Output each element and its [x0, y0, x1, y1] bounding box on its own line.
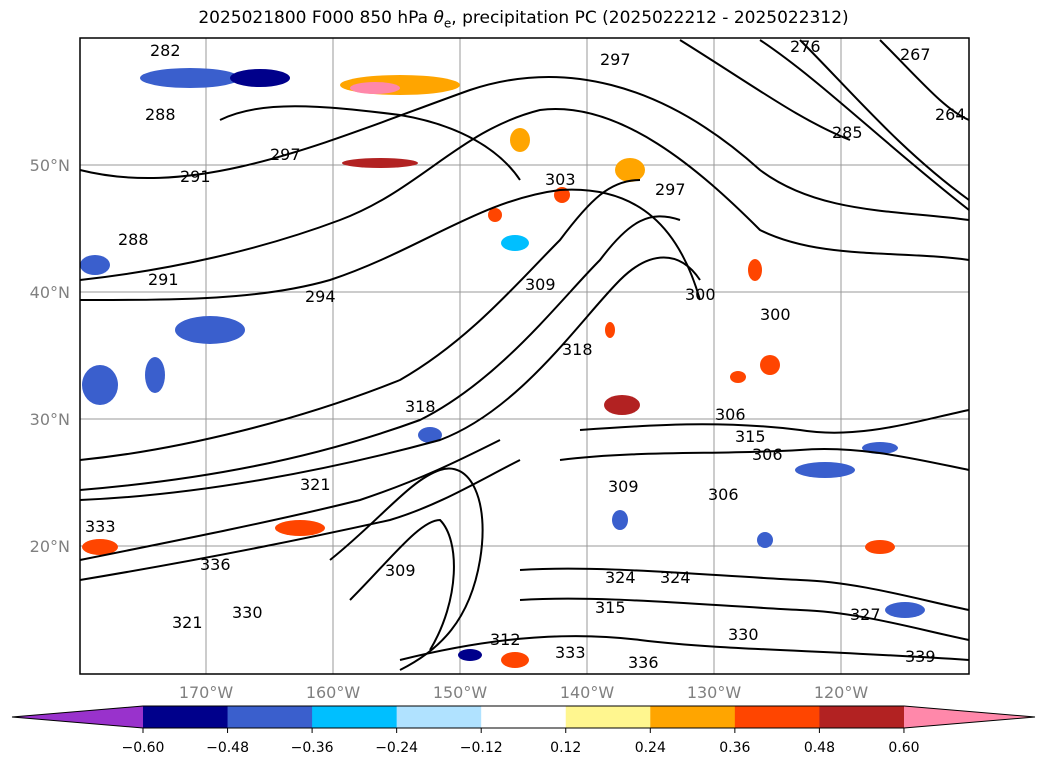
lat-label: 30°N [30, 410, 70, 429]
lat-label: 50°N [30, 156, 70, 175]
colorbar-extend-right [904, 706, 1035, 728]
contour-label: 309 [525, 275, 556, 294]
contour-label: 288 [118, 230, 149, 249]
colorbar-tick-label: 0.60 [888, 740, 919, 756]
lon-label: 160°W [306, 683, 361, 702]
contour-label: 291 [180, 167, 211, 186]
contour-label: 321 [172, 613, 203, 632]
contour-label: 297 [600, 50, 631, 69]
lon-label: 130°W [687, 683, 742, 702]
colorbar-tick-label: 0.24 [635, 740, 666, 756]
contour-label: 264 [935, 105, 966, 124]
contour-label: 306 [752, 445, 783, 464]
theta-e-contours [79, 39, 970, 671]
colorbar-cell [143, 706, 229, 728]
contour-label: 315 [735, 427, 766, 446]
colorbar-cell [396, 706, 482, 728]
contour-label: 333 [555, 643, 586, 662]
contour-label: 336 [628, 653, 659, 672]
precip-shading [80, 68, 925, 668]
colorbar-tick-label: 0.48 [804, 740, 835, 756]
contour-label: 324 [605, 568, 636, 587]
contour-label: 312 [490, 630, 521, 649]
map-title: 2025021800 F000 850 hPa θe, precipitatio… [198, 8, 849, 31]
contour-label: 297 [270, 145, 301, 164]
colorbar-cell [481, 706, 567, 728]
contour-label: 315 [595, 598, 626, 617]
contour-label: 300 [685, 285, 716, 304]
lon-label: 140°W [560, 683, 615, 702]
contour-label: 318 [405, 397, 436, 416]
contour-label: 285 [832, 123, 863, 142]
colorbar: −0.60 −0.48 −0.36 −0.24 −0.12 0.12 0.24 0.36 0.4… [11, 705, 1036, 756]
contour-labels: 282 276 267 264 285 288 297 291 288 291 … [85, 37, 966, 672]
contour-label: 309 [608, 477, 639, 496]
lon-label: 120°W [814, 683, 869, 702]
latitude-labels: 50°N 40°N 30°N 20°N [30, 156, 70, 556]
map-border [79, 37, 970, 675]
contour-label: 330 [728, 625, 759, 644]
colorbar-cell [565, 706, 651, 728]
contour-label: 327 [850, 605, 881, 624]
lon-label: 150°W [433, 683, 488, 702]
contour-label: 291 [148, 270, 179, 289]
longitude-labels: 170°W 160°W 150°W 140°W 130°W 120°W [179, 683, 869, 702]
colorbar-cell [312, 706, 398, 728]
colorbar-extend-left [12, 706, 143, 728]
contour-label: 306 [708, 485, 739, 504]
contour-label: 306 [715, 405, 746, 424]
lat-label: 20°N [30, 537, 70, 556]
contour-label: 300 [760, 305, 791, 324]
colorbar-cell [819, 706, 905, 728]
colorbar-tick-label: −0.12 [460, 740, 503, 756]
colorbar-tick-label: −0.48 [206, 740, 249, 756]
contour-label: 336 [200, 555, 231, 574]
contour-label: 309 [385, 561, 416, 580]
colorbar-cell [227, 706, 313, 728]
contour-label: 276 [790, 37, 821, 56]
contour-label: 339 [905, 647, 936, 666]
graticule [80, 38, 969, 674]
colorbar-cell [734, 706, 820, 728]
contour-label: 282 [150, 41, 181, 60]
colorbar-tick-label: −0.36 [291, 740, 334, 756]
colorbar-tick-label: −0.60 [122, 740, 165, 756]
contour-label: 330 [232, 603, 263, 622]
contour-label: 297 [655, 180, 686, 199]
contour-label: 294 [305, 287, 336, 306]
contour-label: 324 [660, 568, 691, 587]
contour-label: 288 [145, 105, 176, 124]
contour-label: 321 [300, 475, 331, 494]
lon-label: 170°W [179, 683, 234, 702]
colorbar-tick-label: −0.24 [375, 740, 418, 756]
colorbar-tick-label: 0.12 [550, 740, 581, 756]
colorbar-tick-label: 0.36 [719, 740, 750, 756]
contour-label: 303 [545, 170, 576, 189]
contour-label: 267 [900, 45, 931, 64]
lat-label: 40°N [30, 283, 70, 302]
contour-label: 333 [85, 517, 116, 536]
contour-label: 318 [562, 340, 593, 359]
colorbar-cell [650, 706, 736, 728]
